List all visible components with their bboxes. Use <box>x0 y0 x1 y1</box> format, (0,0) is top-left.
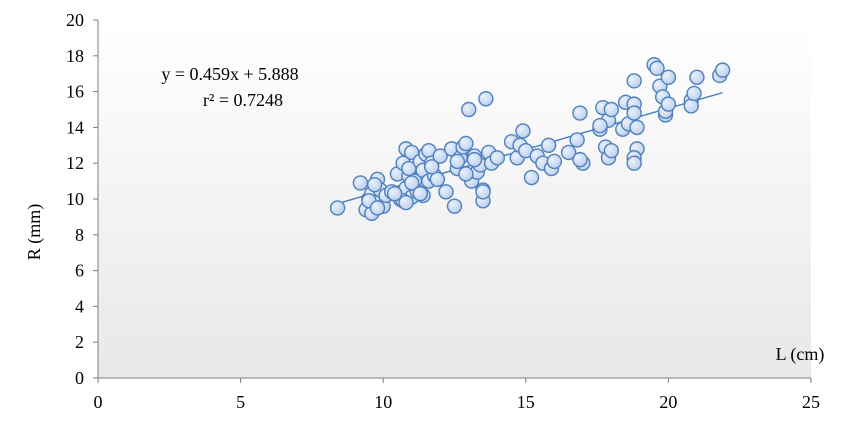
data-point <box>476 185 490 199</box>
data-point <box>425 160 439 174</box>
y-tick-label: 20 <box>66 10 84 30</box>
data-point <box>684 99 698 113</box>
y-tick-label: 4 <box>75 296 84 316</box>
y-tick-label: 16 <box>66 82 84 102</box>
data-point <box>479 92 493 106</box>
trendline-equation: y = 0.459x + 5.888 <box>161 64 298 84</box>
data-point <box>448 199 462 213</box>
data-point <box>331 201 345 215</box>
data-point <box>399 196 413 210</box>
data-point <box>716 63 730 77</box>
data-point <box>604 103 618 117</box>
data-point <box>462 103 476 117</box>
y-tick-label: 0 <box>75 368 84 388</box>
data-point <box>690 70 704 84</box>
data-point <box>630 120 644 134</box>
y-tick-label: 14 <box>66 117 84 137</box>
x-tick-label: 15 <box>517 392 535 412</box>
data-point <box>459 137 473 151</box>
data-point <box>627 106 641 120</box>
y-tick-label: 12 <box>66 153 84 173</box>
x-tick-label: 5 <box>236 392 245 412</box>
x-tick-label: 10 <box>374 392 392 412</box>
x-tick-label: 0 <box>94 392 103 412</box>
data-point <box>368 178 382 192</box>
data-point <box>687 86 701 100</box>
data-point <box>467 153 481 167</box>
data-point <box>439 185 453 199</box>
data-point <box>627 156 641 170</box>
data-point <box>370 201 384 215</box>
x-axis-title: L (cm) <box>776 344 825 365</box>
data-point <box>547 154 561 168</box>
data-point <box>490 151 504 165</box>
data-point <box>413 187 427 201</box>
y-tick-label: 8 <box>75 225 84 245</box>
y-axis-title: R (mm) <box>24 204 45 261</box>
data-point <box>573 153 587 167</box>
data-point <box>593 119 607 133</box>
x-tick-label: 20 <box>659 392 677 412</box>
y-tick-label: 6 <box>75 261 84 281</box>
data-point <box>353 176 367 190</box>
trendline-r2: r² = 0.7248 <box>203 90 283 110</box>
y-tick-label: 10 <box>66 189 84 209</box>
data-point <box>525 171 539 185</box>
x-tick-label: 25 <box>802 392 820 412</box>
data-point <box>542 138 556 152</box>
data-point <box>661 70 675 84</box>
data-point <box>604 144 618 158</box>
y-tick-label: 18 <box>66 46 84 66</box>
data-point <box>516 124 530 138</box>
y-tick-label: 2 <box>75 332 84 352</box>
data-point <box>573 106 587 120</box>
data-point <box>450 154 464 168</box>
data-point <box>570 133 584 147</box>
data-point <box>627 74 641 88</box>
data-point <box>459 167 473 181</box>
data-point <box>661 97 675 111</box>
